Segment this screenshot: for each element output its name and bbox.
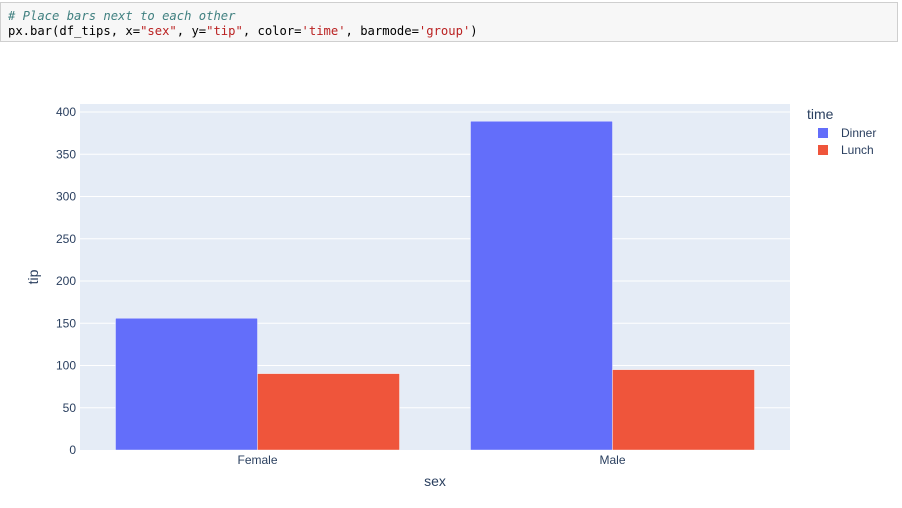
code-arg-x: "sex" [140, 24, 177, 38]
plotly-figure[interactable]: 0 50 100 150 200 250 300 350 400 Female Male sex … [0, 60, 902, 503]
legend-label: Dinner [841, 126, 876, 140]
bar-lunch-female[interactable] [257, 373, 400, 451]
bar-lunch-male[interactable] [612, 369, 755, 451]
y-axis-title: tip [25, 269, 41, 284]
legend-title: time [807, 106, 834, 122]
code-call-suffix: ) [470, 24, 478, 38]
y-tick-label: 200 [56, 274, 76, 288]
code-arg-color: 'time' [301, 24, 346, 38]
y-tick-label: 350 [56, 147, 76, 161]
y-tick-label: 300 [56, 190, 76, 204]
code-call-prefix: px.bar(df_tips, x= [8, 24, 141, 38]
y-tick-label: 100 [56, 359, 76, 373]
x-axis-ticks: Female Male [237, 453, 625, 467]
x-axis-title: sex [424, 473, 446, 489]
legend-item-lunch[interactable]: Lunch [818, 143, 874, 157]
y-axis-ticks: 0 50 100 150 200 250 300 350 400 [56, 105, 76, 457]
code-arg-y: "tip" [206, 24, 243, 38]
bars[interactable] [115, 121, 755, 451]
code-sep-color: , color= [242, 24, 302, 38]
legend-swatch [818, 145, 828, 155]
y-tick-label: 50 [63, 401, 77, 415]
legend[interactable]: Dinner Lunch [818, 126, 876, 157]
y-tick-label: 400 [56, 105, 76, 119]
legend-swatch [818, 128, 828, 138]
x-tick-label: Female [237, 453, 277, 467]
legend-item-dinner[interactable]: Dinner [818, 126, 876, 140]
bar-dinner-female[interactable] [115, 318, 258, 451]
bar-dinner-male[interactable] [470, 121, 613, 451]
code-sep-y: , y= [176, 24, 207, 38]
y-tick-label: 250 [56, 232, 76, 246]
code-cell[interactable]: # Place bars next to each other px.bar(d… [0, 2, 898, 42]
x-tick-label: Male [599, 453, 625, 467]
code-arg-barmode: 'group' [418, 24, 471, 38]
legend-label: Lunch [841, 143, 874, 157]
code-sep-barmode: , barmode= [345, 24, 419, 38]
y-tick-label: 0 [69, 443, 76, 457]
y-tick-label: 150 [56, 316, 76, 330]
code-comment: # Place bars next to each other [8, 9, 236, 23]
